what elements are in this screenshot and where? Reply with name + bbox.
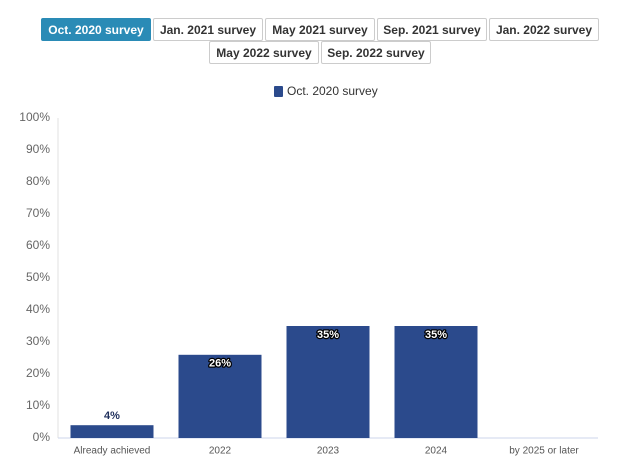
y-tick-label: 80% <box>26 174 50 188</box>
tab-bar: Oct. 2020 survey Jan. 2021 survey May 2021… <box>38 18 602 64</box>
y-tick-label: 20% <box>26 366 50 380</box>
survey-tab[interactable]: May 2022 survey <box>209 41 319 64</box>
survey-tab[interactable]: Oct. 2020 survey <box>41 18 151 41</box>
bar <box>394 326 478 438</box>
value-label: 35% <box>317 329 339 341</box>
value-label: 26% <box>209 358 231 370</box>
y-tick-label: 0% <box>33 430 51 444</box>
survey-tab[interactable]: May 2021 survey <box>265 18 375 41</box>
x-tick-label: Already achieved <box>74 446 151 457</box>
survey-tab[interactable]: Sep. 2021 survey <box>377 18 487 41</box>
y-tick-label: 90% <box>26 142 50 156</box>
y-tick-label: 50% <box>26 270 50 284</box>
bar <box>70 425 154 438</box>
y-tick-label: 60% <box>26 238 50 252</box>
x-tick-label: 2023 <box>317 446 340 457</box>
survey-tab[interactable]: Jan. 2021 survey <box>153 18 263 41</box>
x-tick-label: by 2025 or later <box>509 446 579 457</box>
x-tick-label: 2024 <box>425 446 448 457</box>
survey-tab[interactable]: Sep. 2022 survey <box>321 41 431 64</box>
legend-swatch <box>274 86 283 97</box>
y-tick-label: 30% <box>26 334 50 348</box>
y-tick-label: 40% <box>26 302 50 316</box>
y-tick-label: 100% <box>19 110 50 124</box>
x-tick-label: 2022 <box>209 446 232 457</box>
value-label: 35% <box>425 329 447 341</box>
bar <box>178 354 262 438</box>
legend-label: Oct. 2020 survey <box>287 84 378 98</box>
survey-tab[interactable]: Jan. 2022 survey <box>489 18 599 41</box>
bar <box>286 326 370 438</box>
y-tick-label: 70% <box>26 206 50 220</box>
y-tick-label: 10% <box>26 398 50 412</box>
value-label: 4% <box>104 410 120 422</box>
